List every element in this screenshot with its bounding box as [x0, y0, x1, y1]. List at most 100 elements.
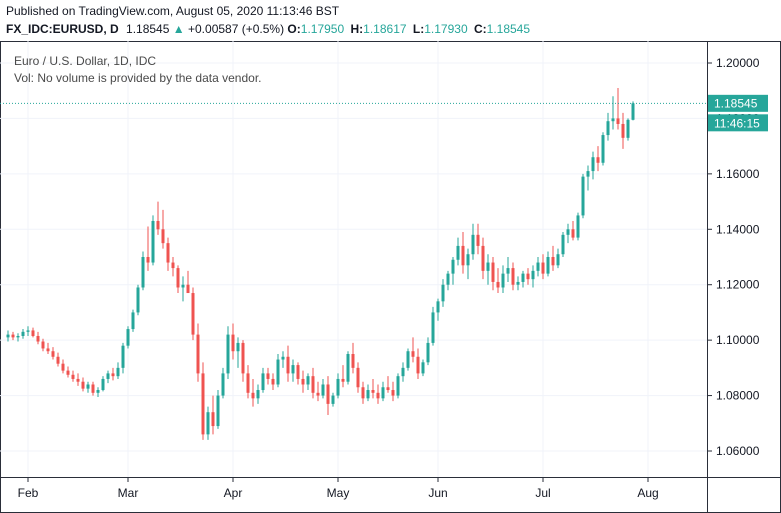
candle-body[interactable] [591, 157, 595, 172]
candle-body[interactable] [316, 392, 320, 396]
candle-body[interactable] [66, 370, 70, 375]
candle-body[interactable] [46, 348, 50, 352]
candle-body[interactable] [441, 284, 445, 302]
candle-body[interactable] [351, 354, 355, 368]
candle-body[interactable] [471, 234, 475, 255]
candle-body[interactable] [96, 390, 100, 393]
candle-body[interactable] [81, 381, 85, 389]
candle-body[interactable] [226, 334, 230, 374]
candle-body[interactable] [536, 262, 540, 271]
candle-body[interactable] [121, 345, 125, 368]
candle-body[interactable] [501, 273, 505, 288]
candle-body[interactable] [36, 335, 40, 342]
candle-body[interactable] [461, 245, 465, 266]
candle-body[interactable] [131, 312, 135, 330]
candle-body[interactable] [231, 334, 235, 352]
candle-body[interactable] [91, 384, 95, 393]
candle-body[interactable] [381, 387, 385, 399]
candle-body[interactable] [551, 257, 555, 266]
candle-body[interactable] [486, 262, 490, 271]
candle-body[interactable] [21, 331, 25, 336]
candle-body[interactable] [126, 329, 130, 346]
candle-body[interactable] [576, 215, 580, 238]
candle-body[interactable] [181, 284, 185, 288]
candle-body[interactable] [161, 229, 165, 244]
candle-body[interactable] [141, 257, 145, 288]
candle-body[interactable] [171, 262, 175, 269]
candle-body[interactable] [241, 342, 245, 374]
candle-body[interactable] [481, 245, 485, 271]
candle-body[interactable] [476, 234, 480, 246]
candle-body[interactable] [156, 220, 160, 230]
candle-body[interactable] [56, 356, 60, 364]
candle-body[interactable] [506, 268, 510, 274]
candle-body[interactable] [526, 273, 530, 280]
candle-body[interactable] [106, 373, 110, 379]
candle-body[interactable] [491, 262, 495, 282]
candle-body[interactable] [296, 365, 300, 379]
candle-body[interactable] [346, 354, 350, 382]
candle-body[interactable] [571, 229, 575, 238]
candle-body[interactable] [581, 176, 585, 216]
candle-body[interactable] [271, 378, 275, 385]
candle-body[interactable] [451, 259, 455, 274]
candle-body[interactable] [321, 384, 325, 396]
candle-body[interactable] [606, 121, 610, 136]
candle-body[interactable] [116, 367, 120, 377]
candle-body[interactable] [421, 362, 425, 374]
candle-body[interactable] [71, 374, 75, 379]
candle-body[interactable] [611, 118, 615, 122]
candle-body[interactable] [566, 229, 570, 235]
candle-body[interactable] [111, 373, 115, 377]
candle-body[interactable] [276, 359, 280, 385]
candle-body[interactable] [431, 312, 435, 343]
candle-body[interactable] [376, 392, 380, 399]
candle-body[interactable] [446, 273, 450, 285]
candle-body[interactable] [266, 373, 270, 379]
candle-body[interactable] [176, 268, 180, 288]
candle-body[interactable] [386, 387, 390, 391]
candle-body[interactable] [556, 254, 560, 266]
candle-body[interactable] [256, 390, 260, 399]
candle-body[interactable] [456, 245, 460, 260]
candle-body[interactable] [186, 284, 190, 294]
candle-body[interactable] [596, 157, 600, 163]
candle-body[interactable] [211, 412, 215, 427]
candle-body[interactable] [16, 335, 20, 338]
candle-body[interactable] [196, 334, 200, 374]
candle-body[interactable] [631, 103, 635, 120]
candle-body[interactable] [436, 301, 440, 313]
candle-body[interactable] [621, 123, 625, 138]
candle-body[interactable] [311, 376, 315, 393]
candle-body[interactable] [101, 378, 105, 391]
candle-body[interactable] [191, 293, 195, 335]
candle-body[interactable] [216, 395, 220, 427]
candle-body[interactable] [541, 262, 545, 274]
candle-body[interactable] [286, 356, 290, 374]
candle-body[interactable] [626, 119, 630, 138]
time-axis[interactable]: Feb Mar Apr May Jun Jul Aug [18, 477, 659, 500]
candle-body[interactable] [31, 330, 35, 336]
candle-body[interactable] [151, 220, 155, 263]
candle-body[interactable] [356, 367, 360, 388]
candle-body[interactable] [6, 334, 10, 338]
candle-body[interactable] [336, 378, 340, 396]
candle-body[interactable] [251, 392, 255, 399]
candle-body[interactable] [281, 356, 285, 360]
candle-body[interactable] [371, 390, 375, 393]
candle-body[interactable] [206, 412, 210, 435]
candle-body[interactable] [136, 287, 140, 313]
candle-body[interactable] [306, 376, 310, 385]
candle-body[interactable] [426, 342, 430, 363]
candle-body[interactable] [601, 135, 605, 163]
candle-body[interactable] [546, 257, 550, 274]
candle-body[interactable] [366, 390, 370, 399]
candle-body[interactable] [401, 367, 405, 377]
candle-body[interactable] [396, 376, 400, 396]
candle-body[interactable] [586, 171, 590, 177]
candle-body[interactable] [201, 373, 205, 435]
candle-body[interactable] [406, 351, 410, 368]
candle-body[interactable] [561, 234, 565, 255]
candle-body[interactable] [291, 365, 295, 374]
candle-body[interactable] [511, 268, 515, 285]
